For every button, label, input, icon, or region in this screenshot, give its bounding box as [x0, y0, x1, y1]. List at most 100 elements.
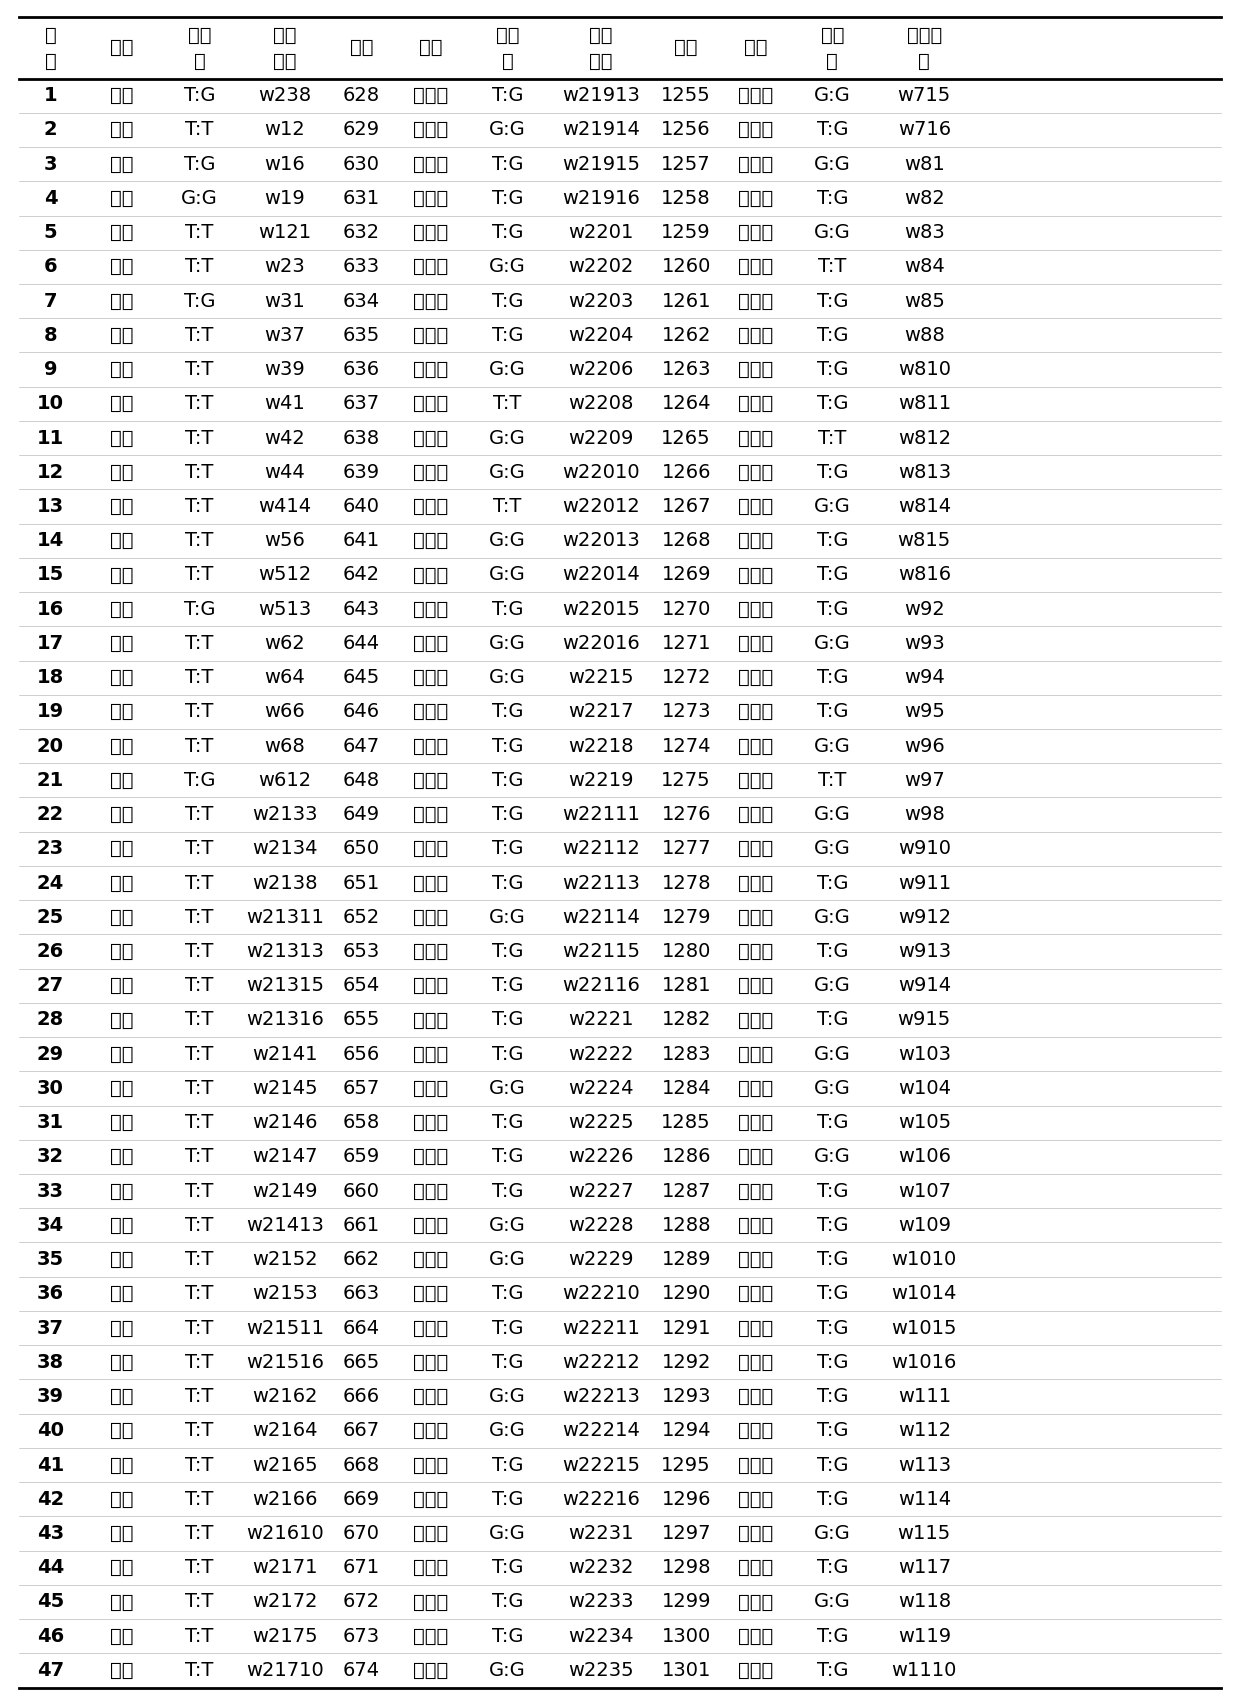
Text: T:G: T:G [492, 1113, 523, 1133]
Text: 不黄化: 不黄化 [738, 1525, 773, 1543]
Text: 黄化: 黄化 [109, 1421, 133, 1440]
Text: 3: 3 [43, 154, 57, 173]
Text: w118: w118 [898, 1593, 951, 1611]
Text: 型: 型 [826, 53, 838, 71]
Text: w2201: w2201 [568, 224, 634, 243]
Text: 黄化: 黄化 [109, 497, 133, 516]
Text: 黄化: 黄化 [109, 1660, 133, 1681]
Text: w2149: w2149 [252, 1182, 317, 1201]
Text: 黄化: 黄化 [109, 1011, 133, 1029]
Text: 不黄化: 不黄化 [413, 497, 448, 516]
Text: 1272: 1272 [661, 668, 711, 687]
Text: w22111: w22111 [562, 806, 640, 824]
Text: 1279: 1279 [661, 907, 711, 926]
Text: w21610: w21610 [247, 1525, 324, 1543]
Text: w21916: w21916 [562, 188, 640, 209]
Text: T:T: T:T [186, 224, 213, 243]
Text: 1289: 1289 [661, 1250, 711, 1269]
Text: 655: 655 [342, 1011, 381, 1029]
Text: 不黄化: 不黄化 [738, 188, 773, 209]
Text: 不黄化: 不黄化 [413, 393, 448, 414]
Text: 黄化: 黄化 [109, 1079, 133, 1097]
Text: 不黄化: 不黄化 [738, 565, 773, 585]
Text: 黄化: 黄化 [109, 258, 133, 276]
Text: w22112: w22112 [562, 840, 640, 858]
Text: w117: w117 [898, 1559, 951, 1577]
Text: w1110: w1110 [892, 1660, 957, 1681]
Text: T:G: T:G [492, 772, 523, 790]
Text: 不黄化: 不黄化 [738, 154, 773, 173]
Text: 黄化: 黄化 [109, 1284, 133, 1303]
Text: 黄化: 黄化 [109, 1216, 133, 1235]
Text: w2231: w2231 [568, 1525, 634, 1543]
Text: T:G: T:G [817, 393, 848, 414]
Text: T:G: T:G [184, 772, 216, 790]
Text: 不黄化: 不黄化 [413, 1626, 448, 1645]
Text: 不黄化: 不黄化 [738, 840, 773, 858]
Text: 不黄化: 不黄化 [738, 736, 773, 756]
Text: 黄化: 黄化 [109, 907, 133, 926]
Text: 38: 38 [37, 1353, 64, 1372]
Text: w84: w84 [904, 258, 945, 276]
Text: T:G: T:G [817, 1318, 848, 1338]
Text: 号: 号 [919, 53, 930, 71]
Text: w2228: w2228 [568, 1216, 634, 1235]
Text: 不黄化: 不黄化 [413, 702, 448, 721]
Text: 1284: 1284 [661, 1079, 711, 1097]
Text: w21710: w21710 [247, 1660, 324, 1681]
Text: G:G: G:G [813, 1079, 851, 1097]
Text: 1275: 1275 [661, 772, 711, 790]
Text: w2138: w2138 [252, 873, 317, 892]
Text: T:T: T:T [186, 1525, 213, 1543]
Text: T:T: T:T [186, 497, 213, 516]
Text: 37: 37 [37, 1318, 64, 1338]
Text: 不黄化: 不黄化 [413, 1148, 448, 1167]
Text: w816: w816 [898, 565, 951, 585]
Text: T:G: T:G [817, 1660, 848, 1681]
Text: 632: 632 [342, 224, 379, 243]
Text: G:G: G:G [813, 86, 851, 105]
Text: w62: w62 [264, 634, 305, 653]
Text: w2165: w2165 [252, 1455, 317, 1474]
Text: 644: 644 [342, 634, 379, 653]
Text: 不黄化: 不黄化 [413, 907, 448, 926]
Text: 1262: 1262 [661, 326, 711, 344]
Text: 5: 5 [43, 224, 57, 243]
Text: 黄化: 黄化 [109, 1455, 133, 1474]
Text: w2162: w2162 [252, 1387, 317, 1406]
Text: 不黄化: 不黄化 [738, 1318, 773, 1338]
Text: w814: w814 [898, 497, 951, 516]
Text: 1287: 1287 [661, 1182, 711, 1201]
Text: w22116: w22116 [562, 977, 640, 996]
Text: w815: w815 [898, 531, 951, 550]
Text: 不黄化: 不黄化 [413, 86, 448, 105]
Text: T:G: T:G [817, 702, 848, 721]
Text: 640: 640 [343, 497, 379, 516]
Text: G:G: G:G [489, 531, 526, 550]
Text: w414: w414 [258, 497, 311, 516]
Text: 666: 666 [342, 1387, 379, 1406]
Text: w22113: w22113 [562, 873, 640, 892]
Text: 不黄化: 不黄化 [738, 1626, 773, 1645]
Text: w44: w44 [264, 463, 305, 482]
Text: 黄化: 黄化 [109, 668, 133, 687]
Text: 号: 号 [45, 53, 56, 71]
Text: 668: 668 [342, 1455, 379, 1474]
Text: w2232: w2232 [568, 1559, 634, 1577]
Text: 不黄化: 不黄化 [738, 1593, 773, 1611]
Text: T:G: T:G [492, 1559, 523, 1577]
Text: T:T: T:T [186, 873, 213, 892]
Text: 黄化: 黄化 [109, 531, 133, 550]
Text: w22014: w22014 [562, 565, 640, 585]
Text: T:T: T:T [186, 1559, 213, 1577]
Text: 19: 19 [37, 702, 64, 721]
Text: w21413: w21413 [246, 1216, 324, 1235]
Text: 1257: 1257 [661, 154, 711, 173]
Text: 不黄化: 不黄化 [738, 1489, 773, 1509]
Text: 629: 629 [342, 120, 379, 139]
Text: 1295: 1295 [661, 1455, 711, 1474]
Text: 1269: 1269 [661, 565, 711, 585]
Text: 不黄化: 不黄化 [738, 1250, 773, 1269]
Text: w22215: w22215 [562, 1455, 640, 1474]
Text: w2222: w2222 [568, 1045, 634, 1063]
